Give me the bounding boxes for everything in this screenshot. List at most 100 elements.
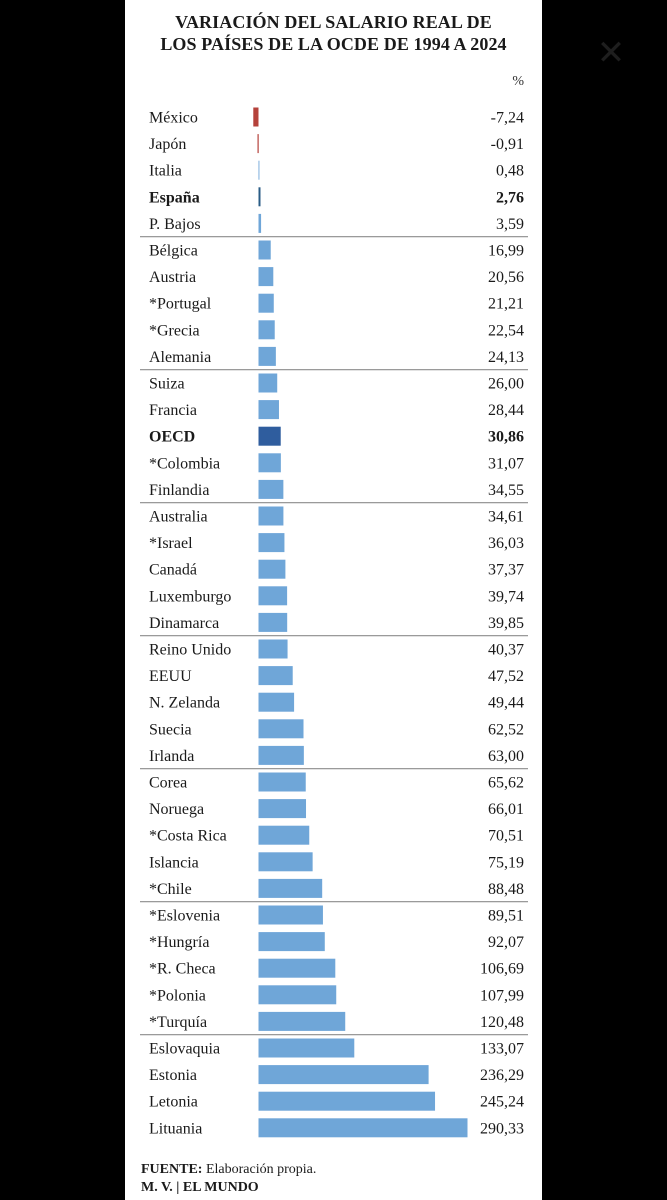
bar-row: *Eslovenia 89,51 <box>149 905 524 925</box>
category-label: Luxemburgo <box>149 588 231 605</box>
value-label: 70,51 <box>488 828 524 845</box>
value-label: 75,19 <box>488 854 524 871</box>
bar <box>258 612 288 632</box>
credit-line: M. V. | EL MUNDO <box>141 1180 259 1195</box>
value-label: 106,69 <box>480 961 524 978</box>
value-label: -0,91 <box>491 136 524 153</box>
value-label: 49,44 <box>488 695 524 712</box>
source-label: FUENTE: <box>141 1162 203 1177</box>
value-label: 24,13 <box>488 349 524 366</box>
category-label: Irlanda <box>149 748 194 765</box>
bar-row: Corea 65,62 <box>149 772 524 792</box>
bar-row: Reino Unido 40,37 <box>149 639 524 659</box>
category-label: *R. Checa <box>149 961 216 978</box>
bar <box>258 240 271 260</box>
bar-row: EEUU 47,52 <box>149 666 524 686</box>
bar-row: P. Bajos 3,59 <box>149 213 524 233</box>
bar-row: *Polonia 107,99 <box>149 985 524 1005</box>
bar-row: Australia 34,61 <box>149 506 524 526</box>
category-label: Corea <box>149 775 187 792</box>
bar <box>257 134 259 154</box>
value-label: 62,52 <box>488 721 524 738</box>
bar <box>258 213 262 233</box>
bar <box>258 586 288 606</box>
value-label: 92,07 <box>488 934 524 951</box>
close-icon[interactable]: ✕ <box>596 33 626 73</box>
bar-row: *Israel 36,03 <box>149 533 524 553</box>
unit-label: % <box>512 74 524 89</box>
bar-row: Estonia 236,29 <box>149 1065 524 1085</box>
value-label: -7,24 <box>491 110 524 127</box>
bar-row: Luxemburgo 39,74 <box>149 586 524 606</box>
value-label: 120,48 <box>480 1014 524 1031</box>
bar-row: Canadá 37,37 <box>149 559 524 579</box>
value-label: 89,51 <box>488 908 524 925</box>
value-label: 37,37 <box>488 562 524 579</box>
value-label: 245,24 <box>480 1094 524 1111</box>
bar-row: *Colombia 31,07 <box>149 453 524 473</box>
category-label: *Polonia <box>149 987 206 1004</box>
category-label: México <box>149 110 198 127</box>
bar <box>258 506 284 526</box>
category-label: Lituania <box>149 1120 202 1137</box>
bar <box>258 426 281 446</box>
bar-row: México -7,24 <box>149 107 524 127</box>
category-label: *Costa Rica <box>149 828 227 845</box>
category-label: *Israel <box>149 535 193 552</box>
category-label: Estonia <box>149 1067 197 1084</box>
category-label: Japón <box>149 136 186 153</box>
value-label: 31,07 <box>488 455 524 472</box>
bar <box>258 346 276 366</box>
value-label: 3,59 <box>496 216 524 233</box>
category-label: Finlandia <box>149 482 209 499</box>
category-label: *Eslovenia <box>149 908 220 925</box>
bar-row: Francia 28,44 <box>149 400 524 420</box>
value-label: 47,52 <box>488 668 524 685</box>
value-label: 65,62 <box>488 775 524 792</box>
category-label: Francia <box>149 402 197 419</box>
category-label: N. Zelanda <box>149 695 220 712</box>
value-label: 39,85 <box>488 615 524 632</box>
bar <box>253 107 259 127</box>
category-label: Austria <box>149 269 196 286</box>
chart-title-line-1: VARIACIÓN DEL SALARIO REAL DE <box>175 12 492 32</box>
bar <box>258 559 286 579</box>
bar <box>258 1118 468 1138</box>
bar <box>258 293 274 313</box>
bar <box>258 320 275 340</box>
bar-row: Letonia 245,24 <box>149 1091 524 1111</box>
bar-row: Eslovaquia 133,07 <box>149 1038 524 1058</box>
value-label: 0,48 <box>496 163 524 180</box>
category-label: Suecia <box>149 721 192 738</box>
bar-row: Lituania 290,33 <box>149 1118 524 1138</box>
value-label: 63,00 <box>488 748 524 765</box>
bar <box>258 373 278 393</box>
category-label: *Hungría <box>149 934 209 951</box>
bar-row: *R. Checa 106,69 <box>149 958 524 978</box>
bar <box>258 1065 429 1085</box>
value-label: 20,56 <box>488 269 524 286</box>
bar <box>258 958 336 978</box>
category-label: Italia <box>149 163 182 180</box>
bar <box>258 772 306 792</box>
bar <box>258 692 295 712</box>
value-label: 16,99 <box>488 243 524 260</box>
category-label: Islancia <box>149 854 199 871</box>
category-label: OECD <box>149 429 195 446</box>
bar-row: Bélgica 16,99 <box>149 240 524 260</box>
bar <box>258 187 261 207</box>
bar-row: Italia 0,48 <box>149 160 524 180</box>
bar <box>258 400 279 420</box>
category-label: *Colombia <box>149 455 220 472</box>
bar <box>258 719 304 739</box>
source-note: FUENTE: Elaboración propia. <box>141 1162 316 1178</box>
category-label: P. Bajos <box>149 216 201 233</box>
bar-row: *Portugal 21,21 <box>149 293 524 313</box>
bar-row: *Hungría 92,07 <box>149 932 524 952</box>
bar <box>258 985 337 1005</box>
bar-row: Suiza 26,00 <box>149 373 524 393</box>
bar <box>258 905 323 925</box>
bar <box>258 666 293 686</box>
value-label: 28,44 <box>488 402 524 419</box>
source-text: Elaboración propia. <box>202 1162 317 1177</box>
